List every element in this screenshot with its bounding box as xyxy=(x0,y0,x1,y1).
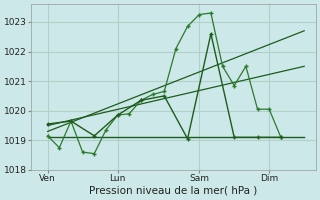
X-axis label: Pression niveau de la mer( hPa ): Pression niveau de la mer( hPa ) xyxy=(90,186,258,196)
